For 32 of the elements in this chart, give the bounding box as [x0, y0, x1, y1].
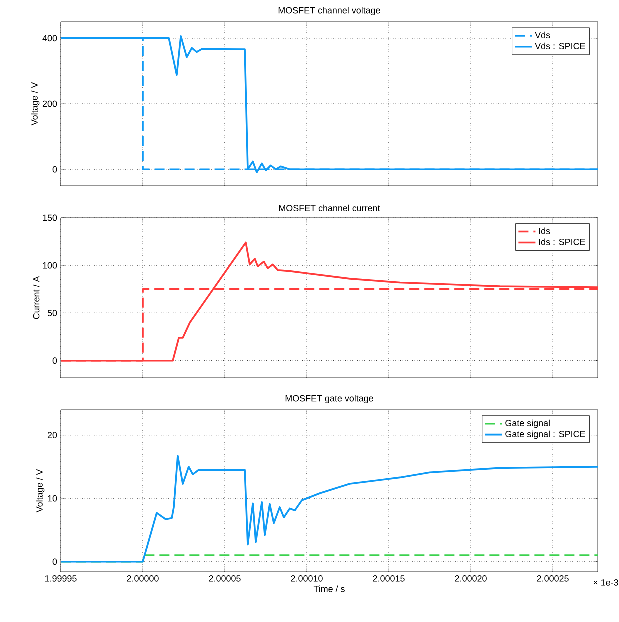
y-axis-title: Voltage / V [36, 469, 45, 513]
x-tick-label: 2.00010 [291, 576, 323, 582]
y-tick-label: 150 [43, 214, 58, 222]
y-tick-label: 200 [42, 100, 58, 108]
legend-label: Gate signal [506, 420, 550, 428]
x-tick-label: 2.00000 [127, 576, 159, 582]
x-tick-label: 2.00015 [373, 576, 405, 582]
y-tick-label: 400 [42, 35, 58, 42]
y-tick-label: 10 [48, 495, 58, 502]
x-tick-label: 2.00005 [209, 576, 241, 582]
legend-label: Vds : SPICE [535, 42, 586, 50]
y-tick-label: 0 [52, 358, 58, 364]
chart-title: MOSFET gate voltage [286, 395, 374, 404]
y-tick-label: 50 [48, 310, 58, 316]
text: × 1e-3 [594, 580, 618, 586]
x-tick-label: 2.00020 [455, 576, 487, 582]
legend-label: Ids : SPICE [539, 238, 586, 246]
line-series [61, 455, 598, 563]
legend-label: Gate signal : SPICE [506, 430, 586, 440]
x-tick-label: 1.99995 [45, 576, 77, 582]
y-axis-title: Current / A [33, 276, 40, 320]
y-tick-label: 0 [52, 166, 58, 173]
y-tick-label: 100 [43, 262, 58, 269]
x-tick-label: 2.00025 [537, 576, 569, 582]
legend-label: Ids [539, 228, 550, 234]
chart-title: MOSFET channel current [279, 204, 380, 212]
chart-title: MOSFET channel voltage [278, 7, 380, 16]
legend-label: Vds [535, 32, 550, 39]
y-tick-label: 0 [52, 558, 58, 566]
y-tick-label: 20 [48, 432, 58, 438]
x-axis-title: Time / s [314, 586, 345, 592]
y-axis-title: Voltage / V [31, 82, 40, 126]
